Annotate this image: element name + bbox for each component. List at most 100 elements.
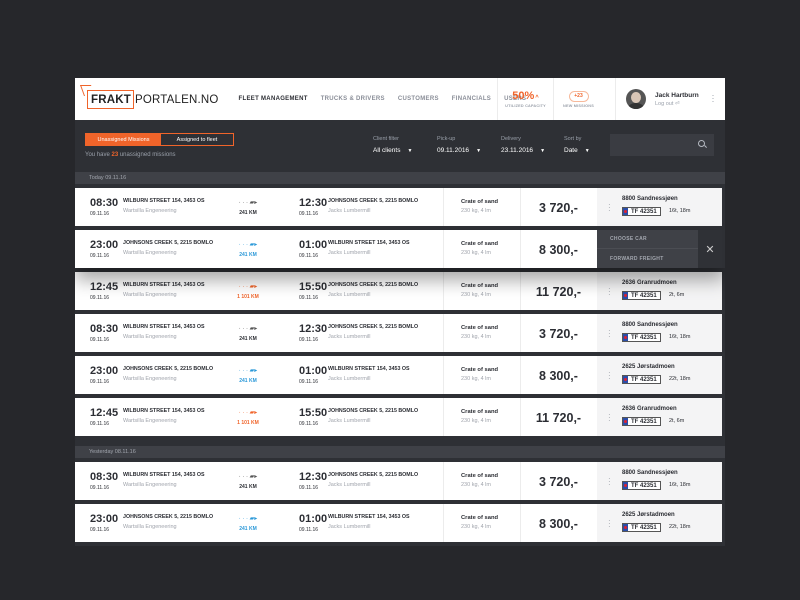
delivery-address: JOHNSONS CREEK 5, 2215 BOMLO xyxy=(328,282,419,288)
pickup-date: 09.11.16 xyxy=(90,337,110,343)
distance-km: 241 KM xyxy=(239,252,257,258)
mission-row[interactable]: 23:00 09.11.16 JOHNSONS CREEK 5, 2215 BOML… xyxy=(75,504,725,542)
kebab-menu-icon[interactable]: · · · xyxy=(608,326,611,341)
sort-filter[interactable]: Sort by Date ▼ xyxy=(564,136,590,154)
new-missions-label: NEW MISSIONS xyxy=(563,103,594,108)
truck-icon: · · · ▰▸ xyxy=(238,516,258,522)
distance-km: 241 KM xyxy=(239,336,257,342)
pickup-filter[interactable]: Pick-up 09.11.2016 ▼ xyxy=(437,136,481,154)
delivery-time: 12:30 xyxy=(299,197,328,209)
delivery-time: 15:50 xyxy=(299,281,328,293)
pickup-address: WILBURN STREET 154, 3453 OS xyxy=(123,408,205,414)
price: 11 720,- xyxy=(535,285,582,299)
mission-row[interactable]: 23:00 09.11.16 JOHNSONS CREEK 5, 2215 BOML… xyxy=(75,230,725,268)
assigned-vehicle[interactable]: · · · 8800 Sandnessjøen TF 42351 16t, 18m xyxy=(597,462,725,500)
assigned-vehicle[interactable]: · · · 2625 Jørstadmoen TF 42351 22t, 18m xyxy=(597,504,725,542)
more-options-icon[interactable]: · · · xyxy=(711,90,715,106)
column-divider xyxy=(443,272,444,310)
kebab-menu-icon[interactable]: · · · xyxy=(608,284,611,299)
new-missions-metric[interactable]: +23 NEW MISSIONS xyxy=(553,78,603,120)
pickup-address: JOHNSONS CREEK 5, 2215 BOMLO xyxy=(123,514,214,520)
nav-trucks-drivers[interactable]: TRUCKS & DRIVERS xyxy=(320,96,385,102)
vehicle-capacity: 16t, 18m xyxy=(669,208,691,214)
kebab-menu-icon[interactable]: · · · xyxy=(608,410,611,425)
pickup-time: 08:30 xyxy=(90,197,119,209)
search-input[interactable] xyxy=(610,134,714,156)
assigned-vehicle[interactable]: · · · 2636 Granrudmoen TF 42351 2t, 6m xyxy=(597,272,725,310)
logo[interactable]: FRAKT PORTALEN.NO xyxy=(87,87,219,111)
assigned-vehicle[interactable]: · · · 2636 Granrudmoen TF 42351 2t, 6m xyxy=(597,398,725,436)
nav-financials[interactable]: FINANCIALS xyxy=(451,96,492,102)
delivery-time: 01:00 xyxy=(299,365,328,377)
column-divider xyxy=(520,356,521,394)
kebab-menu-icon[interactable]: · · · xyxy=(608,516,611,531)
client-filter[interactable]: Client filter All clients ▼ xyxy=(373,136,412,154)
assigned-vehicle[interactable]: · · · 8800 Sandnessjøen TF 42351 16t, 18m xyxy=(597,314,725,352)
price: 3 720,- xyxy=(539,201,578,215)
cargo-info: Crate of sand 230 kg, 4 lm xyxy=(461,473,498,488)
nav-users[interactable]: USERS xyxy=(504,96,527,102)
vehicle-capacity: 22t, 18m xyxy=(669,524,691,530)
cargo-type: Crate of sand xyxy=(461,283,499,289)
pickup-time: 12:45 xyxy=(90,407,119,419)
vehicle-location: 2625 Jørstadmoen xyxy=(622,364,675,370)
nav-fleet-management[interactable]: FLEET MANAGEMENT xyxy=(238,96,308,102)
choose-car-option[interactable]: CHOOSE CAR xyxy=(597,230,701,249)
logout-link[interactable]: Log out ⏎ xyxy=(655,100,680,107)
plate-number: TF 42351 xyxy=(631,418,657,425)
mission-row[interactable]: 08:30 09.11.16 WILBURN STREET 154, 3453 OS… xyxy=(75,314,725,352)
main-nav: FLEET MANAGEMENT TRUCKS & DRIVERS CUSTOM… xyxy=(239,96,540,102)
pickup-date: 09.11.16 xyxy=(90,295,110,301)
assigned-vehicle[interactable]: · · · 8800 Sandnessjøen TF 42351 16t, 18m xyxy=(597,188,725,226)
mission-row[interactable]: 23:00 09.11.16 JOHNSONS CREEK 5, 2215 BOML… xyxy=(75,356,725,394)
pickup-company: Wartsilla Engeneering xyxy=(123,524,177,530)
column-divider xyxy=(520,188,521,226)
delivery-date: 09.11.16 xyxy=(299,211,319,217)
cargo-spec: 230 kg, 4 lm xyxy=(461,376,491,382)
truck-icon: · · · ▰▸ xyxy=(238,200,258,206)
delivery-date: 09.11.16 xyxy=(299,527,319,533)
price: 11 720,- xyxy=(535,411,582,425)
avatar[interactable] xyxy=(626,89,646,109)
pickup-filter-value: 09.11.2016 xyxy=(437,147,470,154)
kebab-menu-icon[interactable]: · · · xyxy=(608,200,611,215)
tab-assigned-to-fleet[interactable]: Assigned to fleet xyxy=(176,136,218,143)
delivery-filter[interactable]: Delivery 23.11.2016 ▼ xyxy=(501,136,545,154)
mission-row[interactable]: 12:45 09.11.16 WILBURN STREET 154, 3453 OS… xyxy=(75,398,725,436)
column-divider xyxy=(443,398,444,436)
new-missions-badge: +23 xyxy=(568,90,589,102)
mission-row[interactable]: 12:45 09.11.16 WILBURN STREET 154, 3453 OS… xyxy=(75,272,725,310)
mission-row[interactable]: 08:30 09.11.16 WILBURN STREET 154, 3453 OS… xyxy=(75,188,725,226)
day-header: Yesterday 08.11.16 xyxy=(75,446,725,458)
kebab-menu-icon[interactable]: · · · xyxy=(608,474,611,489)
vehicle-location: 2625 Jørstadmoen xyxy=(622,512,675,518)
assigned-vehicle[interactable]: · · · 2625 Jørstadmoen TF 42351 22t, 18m xyxy=(597,356,725,394)
price: 8 300,- xyxy=(539,243,578,257)
distance-km: 241 KM xyxy=(239,526,257,532)
kebab-menu-icon[interactable]: · · · xyxy=(608,368,611,383)
distance-km: 1 101 KM xyxy=(237,420,259,426)
vehicle-capacity: 2t, 6m xyxy=(669,292,685,298)
cargo-type: Crate of sand xyxy=(461,199,499,205)
pickup-company: Wartsilla Engeneering xyxy=(123,482,177,488)
vehicle-capacity: 2t, 6m xyxy=(669,418,685,424)
close-icon[interactable]: ✕ xyxy=(698,230,722,268)
tab-unassigned-missions[interactable]: Unassigned Missions xyxy=(86,134,161,145)
sort-filter-label: Sort by xyxy=(564,136,582,142)
mission-row[interactable]: 08:30 09.11.16 WILBURN STREET 154, 3453 OS… xyxy=(75,462,725,500)
delivery-filter-value: 23.11.2016 xyxy=(501,147,534,154)
delivery-company: Jacks Lumbermill xyxy=(328,292,371,298)
distance-km: 241 KM xyxy=(239,484,257,490)
mission-tabs: Unassigned Missions Assigned to fleet xyxy=(85,133,234,146)
pickup-date: 09.11.16 xyxy=(90,485,110,491)
cargo-info: Crate of sand 230 kg, 4 lm xyxy=(461,325,498,340)
forward-freight-option[interactable]: FORWARD FREIGHT xyxy=(610,255,664,262)
pickup-time: 23:00 xyxy=(90,365,119,377)
license-plate: TF 42351 xyxy=(622,523,661,532)
delivery-date: 09.11.16 xyxy=(299,485,319,491)
plate-number: TF 42351 xyxy=(631,376,657,383)
nav-customers[interactable]: CUSTOMERS xyxy=(397,96,439,102)
distance-km: 241 KM xyxy=(239,378,257,384)
search-icon[interactable] xyxy=(698,140,705,147)
cargo-spec: 230 kg, 4 lm xyxy=(461,334,491,340)
